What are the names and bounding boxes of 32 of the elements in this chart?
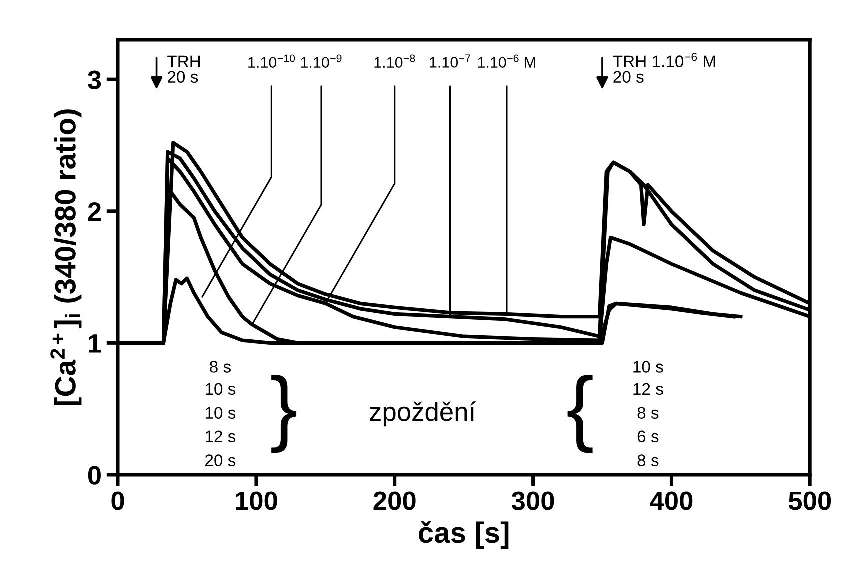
x-tick-label: 300 — [512, 492, 554, 510]
x-tick-label: 100 — [236, 492, 278, 510]
annotation: 20 s — [206, 454, 236, 466]
annotation: 8 s — [638, 454, 659, 466]
text: TRH 1.10$^{−6}$ M 20 s — [613, 52, 716, 84]
annotation: 1.10$^{−9}$ — [301, 54, 342, 68]
annotation: 12 s — [206, 430, 236, 443]
y-tick-label: 3 — [88, 70, 102, 90]
y-tick-label: 0 — [88, 466, 101, 485]
x-axis-title: čas [s] — [419, 521, 509, 549]
annotation: 1.10$^{−6}$ M — [478, 54, 536, 68]
x-tick-label: 200 — [374, 492, 416, 510]
annotation: 1.10$^{−7}$ — [430, 54, 470, 68]
annotation: 6 s — [638, 430, 659, 443]
y-tick-label: 1 — [89, 334, 102, 353]
annotation: 8 s — [638, 407, 659, 420]
annotation: 12 s — [634, 383, 664, 396]
y-tick-label: 2 — [88, 202, 101, 221]
annotation: 10 s — [206, 407, 236, 420]
annotation: 10 s — [634, 361, 664, 373]
annotation: zpoždění — [370, 402, 476, 427]
annotation: 1.10$^{−10}$ — [248, 54, 296, 68]
x-tick-label: 0 — [112, 492, 124, 510]
annotation: } — [272, 375, 297, 453]
annotation: 8 s — [210, 361, 231, 373]
annotation: { — [568, 375, 593, 453]
x-tick-label: 500 — [788, 492, 832, 510]
annotation: 10 s — [206, 383, 236, 396]
annotation: TRH 20 s — [168, 56, 200, 84]
y-axis-title: [Ca$^{2+}$]$_{i}$ (340/380 ratio) — [50, 110, 82, 406]
annotation: 1.10$^{−8}$ — [374, 54, 416, 68]
x-tick-label: 400 — [650, 492, 693, 510]
